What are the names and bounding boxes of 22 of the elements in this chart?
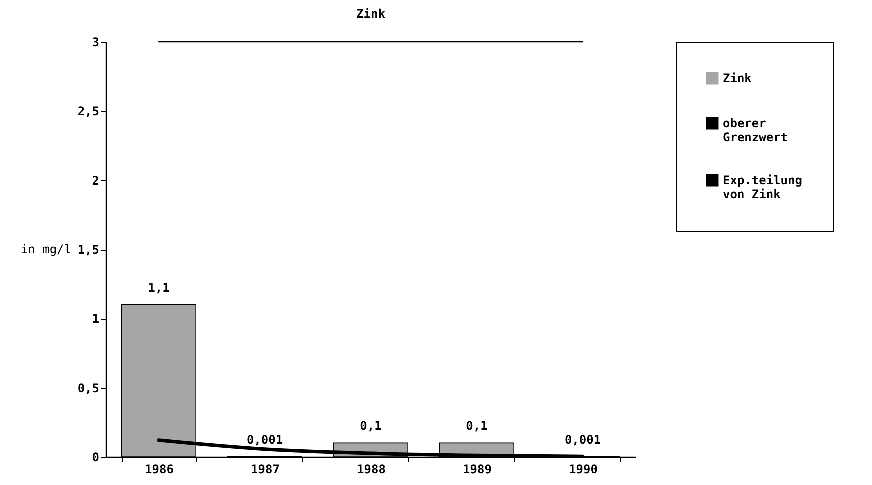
data-label: 0,001 — [564, 432, 602, 447]
x-tick-label: 1990 — [569, 462, 598, 476]
y-tick-label: 0 — [92, 450, 100, 464]
x-tick-label: 1988 — [357, 462, 386, 476]
x-tick-label: 1986 — [145, 462, 174, 476]
legend-label: Exp.teilung von Zink — [723, 174, 802, 202]
legend-label: oberer Grenzwert — [723, 116, 788, 144]
data-label: 0,001 — [246, 432, 284, 447]
y-tick-label: 0,5 — [78, 381, 100, 396]
chart-title: Zink — [356, 7, 386, 21]
data-label: 0,1 — [466, 419, 488, 434]
y-tick-label: 2 — [92, 174, 100, 188]
data-label: 1,1 — [148, 280, 170, 295]
legend-label: Zink — [723, 72, 753, 86]
x-tick-label: 1987 — [251, 462, 280, 476]
y-tick-label: 1,5 — [78, 243, 100, 257]
y-tick-label: 2,5 — [78, 104, 100, 119]
y-tick-label: 1 — [92, 312, 100, 326]
y-axis-title: in mg/l — [20, 242, 72, 256]
x-tick-label: 1989 — [463, 462, 492, 476]
data-label: 0,1 — [360, 419, 382, 434]
y-tick-label: 3 — [92, 36, 100, 50]
